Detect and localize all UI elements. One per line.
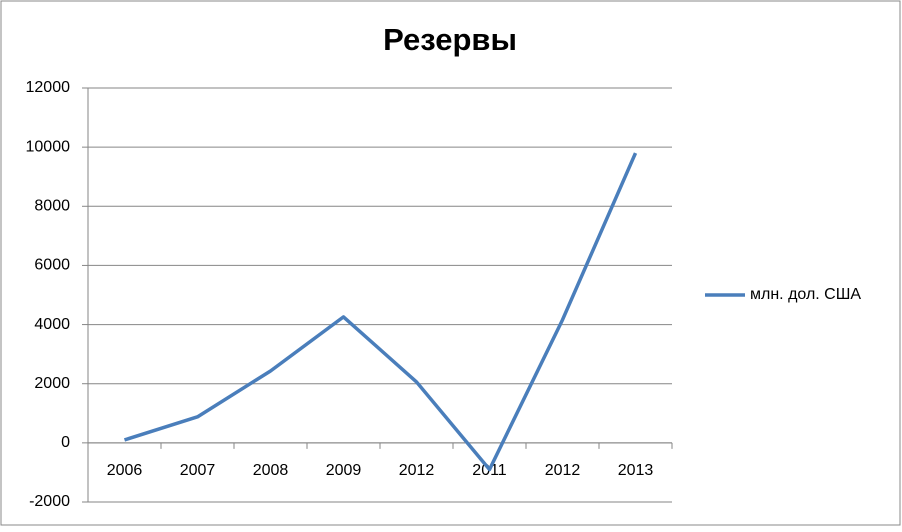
y-tick-label: 4000 — [34, 316, 70, 333]
x-tick-label: 2006 — [107, 462, 143, 479]
y-tick-label: 0 — [61, 434, 70, 451]
y-tick-label: 10000 — [26, 138, 71, 155]
y-tick-label: 6000 — [34, 257, 70, 274]
y-tick-label: 2000 — [34, 375, 70, 392]
legend-label: млн. дол. США — [750, 286, 861, 303]
chart-title: Резервы — [383, 22, 517, 57]
y-tick-label: -2000 — [29, 493, 70, 510]
y-tick-label: 8000 — [34, 198, 70, 215]
x-tick-label: 2012 — [399, 462, 435, 479]
x-tick-label: 2008 — [253, 462, 289, 479]
line-series — [123, 152, 638, 472]
x-tick-label: 2009 — [326, 462, 362, 479]
x-tick-label: 2013 — [618, 462, 654, 479]
x-tick-label: 2007 — [180, 462, 216, 479]
x-tick-label: 2012 — [545, 462, 581, 479]
y-tick-label: 12000 — [26, 79, 71, 96]
